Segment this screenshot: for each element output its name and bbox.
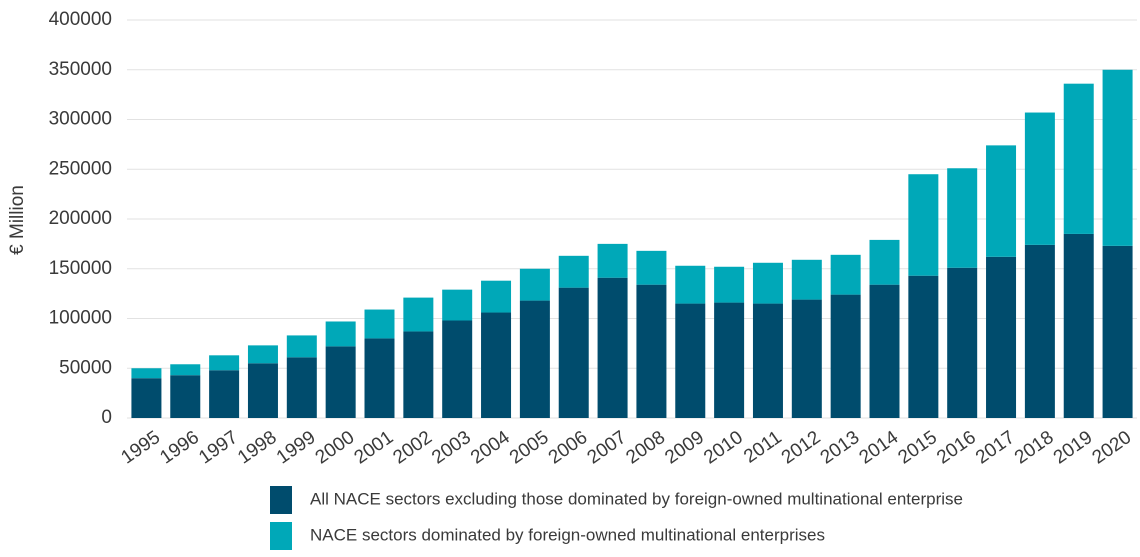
x-tick-label: 2010 bbox=[700, 427, 747, 468]
x-tick-label: 2011 bbox=[740, 427, 786, 468]
x-tick-label: 2015 bbox=[894, 427, 941, 468]
bar-segment bbox=[597, 277, 628, 418]
x-tick-label: 2009 bbox=[661, 427, 708, 468]
x-tick-label: 2014 bbox=[856, 427, 903, 469]
bar-segment bbox=[752, 303, 783, 418]
bar-segment bbox=[442, 289, 473, 321]
x-tick-label: 2012 bbox=[778, 427, 825, 468]
x-tick-label: 2005 bbox=[506, 427, 553, 468]
bar-segment bbox=[675, 265, 706, 304]
bar-segment bbox=[247, 345, 278, 364]
bar-segment bbox=[403, 331, 434, 418]
x-tick-label: 2020 bbox=[1089, 427, 1136, 468]
bar-segment bbox=[869, 284, 900, 418]
bar-segment bbox=[364, 309, 395, 339]
legend-swatch bbox=[270, 486, 292, 514]
bar-segment bbox=[947, 168, 978, 268]
bar-segment bbox=[1102, 245, 1133, 418]
x-tick-label: 2001 bbox=[351, 427, 398, 468]
bar-segment bbox=[986, 256, 1017, 418]
x-tick-label: 2000 bbox=[312, 427, 359, 468]
bar-segment bbox=[558, 287, 589, 418]
x-tick-label: 2018 bbox=[1011, 427, 1058, 468]
x-tick-label: 1996 bbox=[156, 427, 203, 468]
legend-label: All NACE sectors excluding those dominat… bbox=[310, 489, 963, 508]
bar-segment bbox=[908, 174, 939, 276]
y-tick-label: 250000 bbox=[49, 158, 112, 179]
bar-segment bbox=[830, 294, 861, 418]
bar-segment bbox=[325, 346, 356, 418]
bar-segment bbox=[364, 338, 395, 418]
x-tick-label: 1998 bbox=[234, 427, 281, 468]
bar-segment bbox=[558, 255, 589, 288]
bar-segment bbox=[714, 266, 745, 303]
bar-segment bbox=[791, 259, 822, 300]
bar-segment bbox=[1024, 112, 1055, 245]
x-tick-label: 2017 bbox=[972, 427, 1019, 468]
legend-swatch bbox=[270, 522, 292, 550]
y-tick-label: 50000 bbox=[59, 357, 112, 378]
x-tick-label: 1997 bbox=[195, 427, 242, 468]
x-tick-label: 2016 bbox=[933, 427, 980, 468]
bar-segment bbox=[675, 303, 706, 418]
x-tick-label: 1999 bbox=[273, 427, 320, 468]
y-tick-label: 0 bbox=[101, 407, 112, 428]
bar-segment bbox=[481, 312, 512, 418]
bar-segment bbox=[908, 275, 939, 418]
bar-segment bbox=[869, 239, 900, 285]
bar-segment bbox=[481, 280, 512, 313]
y-tick-label: 400000 bbox=[49, 9, 112, 30]
bar-segment bbox=[714, 302, 745, 418]
bar-segment bbox=[286, 335, 317, 358]
bar-segment bbox=[170, 364, 201, 376]
x-tick-label: 2013 bbox=[817, 427, 864, 468]
bar-segment bbox=[636, 250, 667, 285]
y-tick-label: 150000 bbox=[49, 258, 112, 279]
bar-segment bbox=[286, 357, 317, 418]
x-tick-label: 2007 bbox=[584, 427, 631, 468]
bar-segment bbox=[1063, 233, 1094, 418]
y-tick-label: 300000 bbox=[49, 109, 112, 130]
bar-segment bbox=[403, 297, 434, 332]
bar-segment bbox=[1024, 244, 1055, 418]
bar-segment bbox=[131, 368, 162, 379]
legend-label: NACE sectors dominated by foreign-owned … bbox=[310, 525, 825, 544]
x-tick-label: 2019 bbox=[1050, 427, 1097, 468]
bar-segment bbox=[636, 284, 667, 418]
bar-segment bbox=[1102, 69, 1133, 246]
y-tick-label: 350000 bbox=[49, 59, 112, 80]
bar-segment bbox=[209, 355, 240, 371]
bar-segment bbox=[597, 243, 628, 278]
bar-segment bbox=[325, 321, 356, 347]
x-tick-label: 2008 bbox=[622, 427, 669, 468]
x-tick-label: 1995 bbox=[117, 427, 164, 468]
bar-segment bbox=[131, 378, 162, 418]
bar-segment bbox=[209, 370, 240, 418]
bar-segment bbox=[947, 267, 978, 418]
bar-segment bbox=[830, 254, 861, 295]
y-tick-label: 100000 bbox=[49, 308, 112, 329]
bar-segment bbox=[986, 145, 1017, 257]
x-tick-label: 2006 bbox=[545, 427, 592, 468]
bar-segment bbox=[752, 262, 783, 304]
x-tick-label: 2003 bbox=[428, 427, 475, 468]
y-tick-label: 200000 bbox=[49, 208, 112, 229]
bar-segment bbox=[519, 300, 550, 418]
bar-segment bbox=[1063, 83, 1094, 234]
y-axis-label: € Million bbox=[7, 185, 28, 255]
bar-segment bbox=[247, 363, 278, 418]
bar-segment bbox=[442, 320, 473, 418]
bar-segment bbox=[519, 268, 550, 301]
bar-segment bbox=[791, 299, 822, 418]
x-tick-label: 2004 bbox=[467, 427, 514, 469]
x-tick-label: 2002 bbox=[389, 427, 436, 468]
bar-segment bbox=[170, 375, 201, 418]
